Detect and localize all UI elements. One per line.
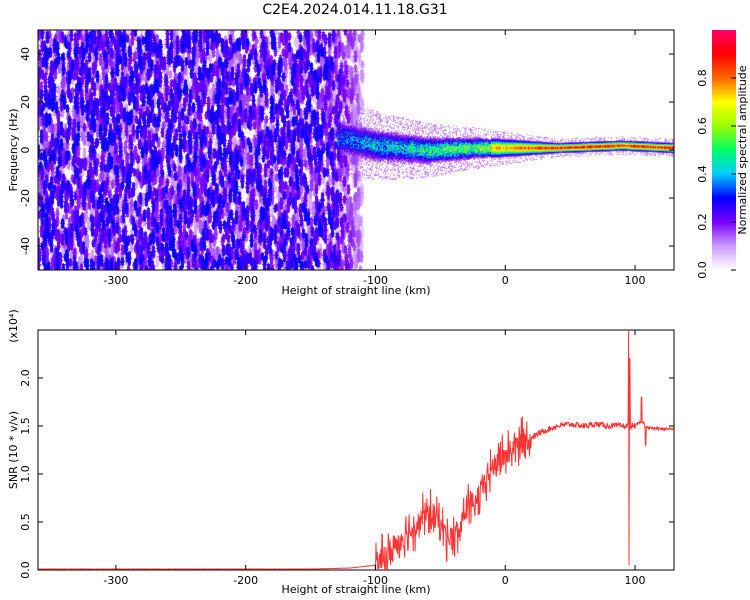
spectrogram-y-ticks: -40 -20 0 20 40 — [19, 47, 674, 255]
colorbar-tick-label: 0.2 — [696, 213, 709, 231]
spectrogram-y-tick-label: 0 — [19, 147, 32, 154]
snr-y-tick-label: 1.5 — [19, 417, 32, 435]
spectrogram-x-label: Height of straight line (km) — [281, 284, 430, 297]
snr-y-ticks: 0.0 0.5 1.0 1.5 2.0 — [19, 369, 674, 579]
snr-x-tick-label: 0 — [502, 574, 509, 587]
spectrogram-x-tick-label: 100 — [625, 274, 646, 287]
snr-x-tick-label: 100 — [625, 574, 646, 587]
snr-x-ticks: -300 -200 -100 0 100 — [103, 330, 646, 587]
spectrogram-x-tick-label: 0 — [502, 274, 509, 287]
spectrogram-image — [38, 30, 674, 270]
spectrogram-y-tick-label: 20 — [19, 95, 32, 109]
colorbar-gradient — [712, 30, 736, 270]
spectrogram-y-label: Frequency (Hz) — [7, 109, 20, 192]
snr-frame — [37, 329, 675, 571]
spectrogram-y-tick-label: -40 — [19, 237, 32, 255]
snr-series-line — [38, 330, 674, 570]
snr-panel: -300 -200 -100 0 100 0.00.51.01.52.0 (x10⁴) … — [7, 309, 675, 596]
figure-title: C2E4.2024.014.11.18.G31 — [262, 2, 447, 18]
snr-x-tick-label: -200 — [233, 574, 258, 587]
snr-x-tick-label: -100 — [363, 574, 388, 587]
snr-y-exponent: (x10⁴) — [7, 309, 20, 343]
colorbar-tick-label: 0.8 — [696, 69, 709, 87]
colorbar: 0.0 0.2 0.4 0.6 0.8 Normalized spectral ampl… — [696, 30, 749, 279]
snr-x-tick-label: -300 — [103, 574, 128, 587]
colorbar-label: Normalized spectral amplitude — [736, 65, 749, 234]
colorbar-ticks: 0.0 0.2 0.4 0.6 0.8 — [696, 69, 736, 279]
snr-y-tick-label: 0.0 — [19, 561, 32, 579]
spectrogram-y-tick-label: 40 — [19, 47, 32, 61]
snr-y-tick-label: 2.0 — [19, 369, 32, 387]
spectrogram-x-tick-label: -300 — [103, 274, 128, 287]
spectrogram-x-tick-label: -100 — [363, 274, 388, 287]
spectrogram-x-ticks: -300 -200 -100 0 100 — [103, 30, 646, 287]
colorbar-tick-label: 0.4 — [696, 165, 709, 183]
spectrogram-x-tick-label: -200 — [233, 274, 258, 287]
snr-y-tick-label: 1.0 — [19, 465, 32, 483]
colorbar-tick-label: 0.6 — [696, 117, 709, 135]
snr-y-label: SNR (10 * v/v) — [7, 411, 20, 489]
snr-x-label: Height of straight line (km) — [281, 583, 430, 596]
spectrogram-y-tick-label: -20 — [19, 189, 32, 207]
colorbar-tick-label: 0.0 — [696, 261, 709, 279]
snr-y-tick-label: 0.5 — [19, 513, 32, 531]
